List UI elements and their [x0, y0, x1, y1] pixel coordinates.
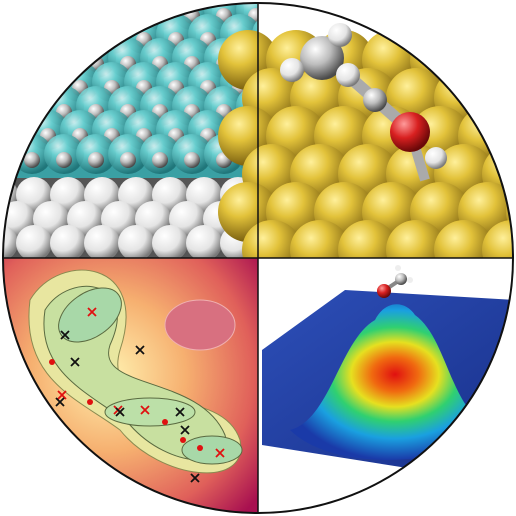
grey-atom	[3, 56, 8, 72]
grey-atom	[56, 152, 72, 168]
grey-atom	[56, 8, 72, 24]
atom	[425, 147, 447, 169]
sample-cross	[87, 307, 97, 317]
gold-sphere	[482, 68, 513, 128]
grey-atom	[3, 104, 8, 120]
sample-dot	[87, 399, 93, 405]
white-sphere	[3, 225, 18, 261]
gold-sphere	[506, 106, 513, 166]
sample-cross	[190, 473, 200, 483]
grey-atom	[8, 32, 24, 48]
white-sphere	[16, 225, 52, 261]
sample-dot	[49, 359, 55, 365]
grey-atom	[3, 8, 8, 24]
contours	[28, 269, 243, 474]
gold-sphere	[458, 30, 513, 90]
contour	[164, 299, 236, 351]
grey-atom	[40, 80, 56, 96]
white-sphere	[84, 225, 120, 261]
contour	[181, 435, 243, 465]
grey-atom	[24, 56, 40, 72]
teal-sphere	[3, 134, 20, 174]
teal-sphere	[3, 86, 20, 126]
sample-cross	[55, 397, 65, 407]
grey-atom	[40, 32, 56, 48]
grey-atom	[152, 152, 168, 168]
sample-cross	[70, 357, 80, 367]
teal-sphere	[3, 3, 20, 30]
white-sphere	[0, 201, 1, 237]
atom	[395, 273, 407, 285]
sample-cross	[175, 407, 185, 417]
white-sphere	[186, 225, 222, 261]
teal-sphere	[3, 62, 4, 102]
teal-sphere	[76, 3, 116, 30]
atom	[390, 112, 430, 152]
sample-cross	[180, 425, 190, 435]
sample-dot	[197, 445, 203, 451]
grey-atom	[24, 8, 40, 24]
teal-sphere	[12, 38, 52, 78]
gold-spheres	[218, 30, 513, 280]
atom	[377, 284, 391, 298]
teal-sphere	[44, 38, 84, 78]
teal-sphere	[60, 14, 100, 54]
teal-sphere	[28, 14, 68, 54]
grey-atom	[56, 56, 72, 72]
teal-sphere	[3, 14, 4, 54]
sample-cross	[115, 407, 125, 417]
atom	[395, 265, 401, 271]
grey-atom	[24, 104, 40, 120]
sample-cross	[135, 345, 145, 355]
atom	[407, 277, 413, 283]
grey-atom	[88, 8, 104, 24]
atom	[280, 58, 304, 82]
grey-atom	[120, 152, 136, 168]
sample-dot	[180, 437, 186, 443]
teal-sphere	[3, 38, 20, 78]
sample-cross	[140, 405, 150, 415]
energy-peak	[290, 304, 500, 460]
sample-dot	[162, 419, 168, 425]
grey-atom	[88, 152, 104, 168]
teal-sphere	[44, 3, 84, 30]
grey-atom	[3, 152, 8, 168]
white-sphere	[152, 225, 188, 261]
atom	[336, 63, 360, 87]
molecule	[280, 23, 447, 182]
atom	[300, 36, 344, 80]
grey-atom	[120, 8, 136, 24]
grey-atom	[8, 128, 24, 144]
teal-sphere	[12, 3, 52, 30]
teal-sphere	[3, 14, 36, 54]
grey-atom	[184, 152, 200, 168]
gold-sphere	[506, 30, 513, 90]
teal-sphere	[108, 3, 148, 30]
samples	[49, 307, 225, 483]
atom	[328, 23, 352, 47]
atom	[363, 88, 387, 112]
sample-cross	[60, 330, 70, 340]
sample-cross	[57, 390, 67, 400]
contour	[104, 397, 196, 427]
white-sphere	[50, 225, 86, 261]
sample-cross	[215, 448, 225, 458]
grey-atom	[72, 32, 88, 48]
grey-atom	[8, 80, 24, 96]
teal-sphere	[3, 110, 4, 150]
white-sphere	[118, 225, 154, 261]
teal-sphere	[3, 62, 36, 102]
small-molecule	[377, 265, 413, 298]
grey-atom	[24, 152, 40, 168]
